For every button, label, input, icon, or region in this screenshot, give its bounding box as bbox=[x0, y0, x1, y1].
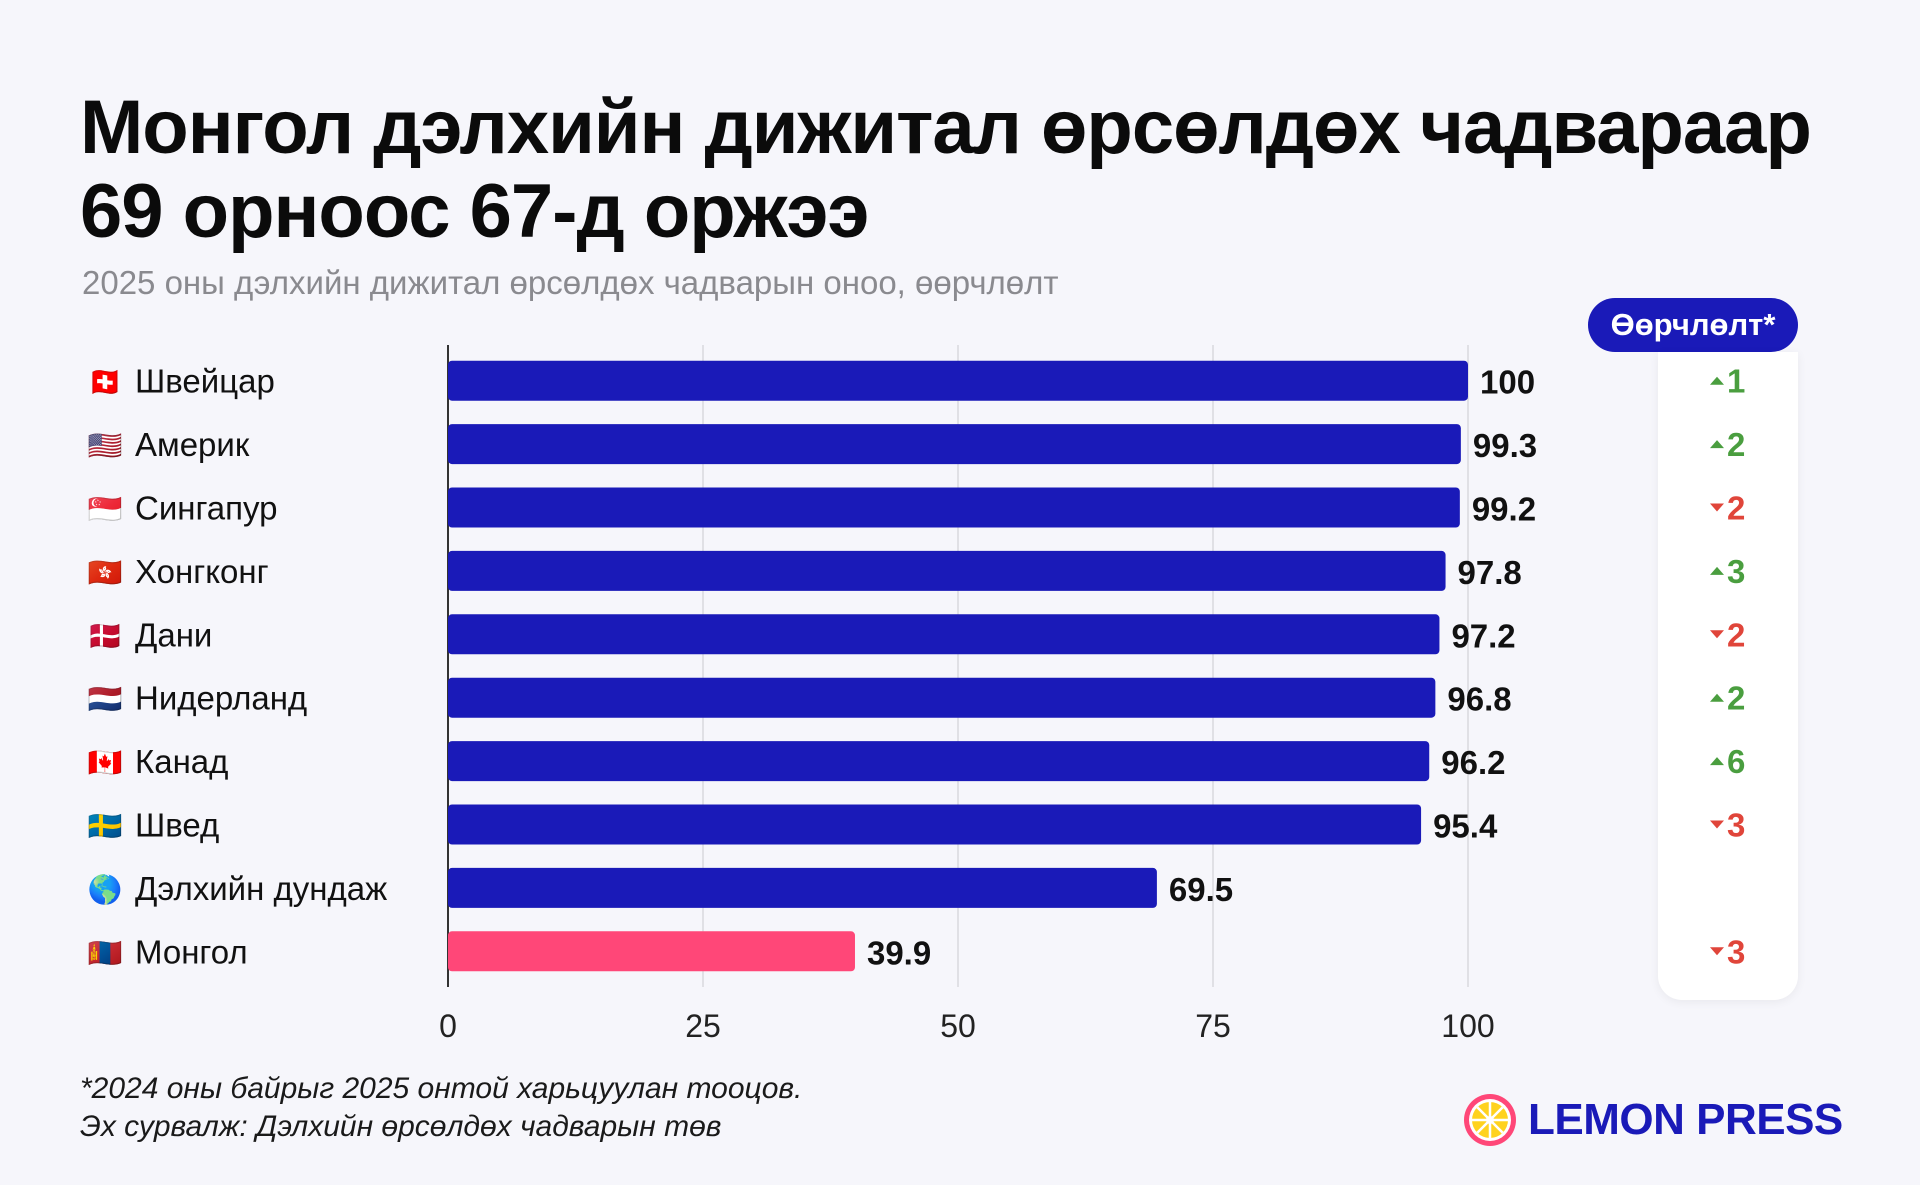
rank-change-value: 6 bbox=[1727, 743, 1745, 780]
x-tick-label: 0 bbox=[439, 1008, 457, 1044]
flag-icon: 🇸🇬 bbox=[88, 493, 123, 526]
triangle-down-icon bbox=[1710, 820, 1724, 829]
rank-change-value: 3 bbox=[1727, 807, 1745, 844]
bar bbox=[448, 804, 1422, 845]
x-tick-label: 100 bbox=[1441, 1008, 1494, 1044]
bar bbox=[448, 550, 1446, 591]
data-label: 96.2 bbox=[1441, 744, 1505, 781]
change-column-header: Өөрчлөлт* bbox=[1588, 298, 1798, 352]
bar bbox=[448, 614, 1440, 655]
bar bbox=[448, 741, 1430, 782]
bar bbox=[448, 360, 1468, 401]
brand-logo-text: LEMON PRESS bbox=[1528, 1095, 1843, 1144]
flag-icon: 🇨🇦 bbox=[88, 746, 123, 779]
rank-change-value: 3 bbox=[1727, 933, 1745, 970]
triangle-up-icon bbox=[1710, 440, 1724, 449]
lemon-slice-icon bbox=[1464, 1094, 1516, 1146]
x-tick-label: 75 bbox=[1195, 1008, 1231, 1044]
bar bbox=[448, 424, 1461, 465]
category-label: Нидерланд bbox=[135, 680, 307, 717]
bar bbox=[448, 677, 1436, 718]
category-label: Америк bbox=[135, 426, 250, 463]
rank-change-value: 2 bbox=[1727, 616, 1745, 653]
category-label: Швейцар bbox=[135, 363, 275, 400]
category-label: Монгол bbox=[135, 933, 248, 970]
category-label: Дани bbox=[135, 616, 212, 653]
chart-subtitle: 2025 оны дэлхийн дижитал өрсөлдөх чадвар… bbox=[82, 264, 1059, 301]
triangle-up-icon bbox=[1710, 376, 1724, 385]
flag-icon: 🇨🇭 bbox=[88, 366, 123, 399]
footnote-source: Эх сурвалж: Дэлхийн өрсөлдөх чадварын тө… bbox=[80, 1110, 722, 1143]
change-column-panel bbox=[1658, 352, 1798, 1000]
data-label: 100 bbox=[1480, 364, 1535, 401]
rank-change-value: 1 bbox=[1727, 363, 1745, 400]
rank-change-value: 2 bbox=[1727, 490, 1745, 527]
data-label: 96.8 bbox=[1447, 681, 1511, 718]
triangle-down-icon bbox=[1710, 947, 1724, 956]
flag-icon: 🇩🇰 bbox=[88, 619, 123, 652]
footnote: *2024 оны байрыг 2025 онтой харьцуулан т… bbox=[80, 1070, 802, 1146]
data-label: 39.9 bbox=[867, 934, 931, 971]
data-label: 69.5 bbox=[1169, 871, 1233, 908]
triangle-down-icon bbox=[1710, 503, 1724, 512]
x-tick-label: 50 bbox=[940, 1008, 976, 1044]
bar bbox=[448, 487, 1460, 528]
data-label: 97.8 bbox=[1458, 554, 1522, 591]
x-tick-label: 25 bbox=[685, 1008, 721, 1044]
flag-icon: 🇲🇳 bbox=[88, 936, 123, 969]
bar bbox=[448, 867, 1157, 908]
triangle-up-icon bbox=[1710, 693, 1724, 702]
chart-title-line-1: Монгол дэлхийн дижитал өрсөлдөх чадвараа… bbox=[80, 85, 1812, 170]
flag-icon: 🇺🇸 bbox=[88, 429, 123, 462]
category-label: Канад bbox=[135, 743, 228, 780]
triangle-down-icon bbox=[1710, 630, 1724, 639]
flag-icon: 🇳🇱 bbox=[88, 683, 123, 716]
rank-change-value: 2 bbox=[1727, 680, 1745, 717]
category-label: Хонгконг bbox=[135, 553, 269, 590]
footnote-note: *2024 оны байрыг 2025 онтой харьцуулан т… bbox=[80, 1072, 803, 1105]
triangle-up-icon bbox=[1710, 566, 1724, 575]
data-label: 99.2 bbox=[1472, 491, 1536, 528]
data-label: 95.4 bbox=[1433, 808, 1498, 845]
data-label: 97.2 bbox=[1451, 617, 1515, 654]
brand-logo: LEMON PRESS bbox=[1462, 1090, 1843, 1150]
category-label: Сингапур bbox=[135, 490, 278, 527]
rank-change-value: 2 bbox=[1727, 426, 1745, 463]
chart-title: Монгол дэлхийн дижитал өрсөлдөх чадвараа… bbox=[80, 86, 1860, 254]
category-label: Дэлхийн дундаж bbox=[135, 870, 387, 907]
rank-change-value: 3 bbox=[1727, 553, 1745, 590]
data-label: 99.3 bbox=[1473, 427, 1537, 464]
flag-icon: 🇸🇪 bbox=[88, 810, 123, 843]
flag-icon: 🌎 bbox=[88, 873, 123, 906]
chart-title-line-2: 69 орноос 67-д оржээ bbox=[80, 169, 870, 254]
bar bbox=[448, 931, 855, 972]
bar-chart: 0 25 50 75 100 🇨🇭 Швейцар 100 1 🇺🇸 Америк 99.3 2 🇸🇬 Си… bbox=[88, 345, 1745, 1044]
triangle-up-icon bbox=[1710, 757, 1724, 766]
flag-icon: 🇭🇰 bbox=[88, 556, 123, 589]
category-label: Швед bbox=[135, 807, 219, 844]
